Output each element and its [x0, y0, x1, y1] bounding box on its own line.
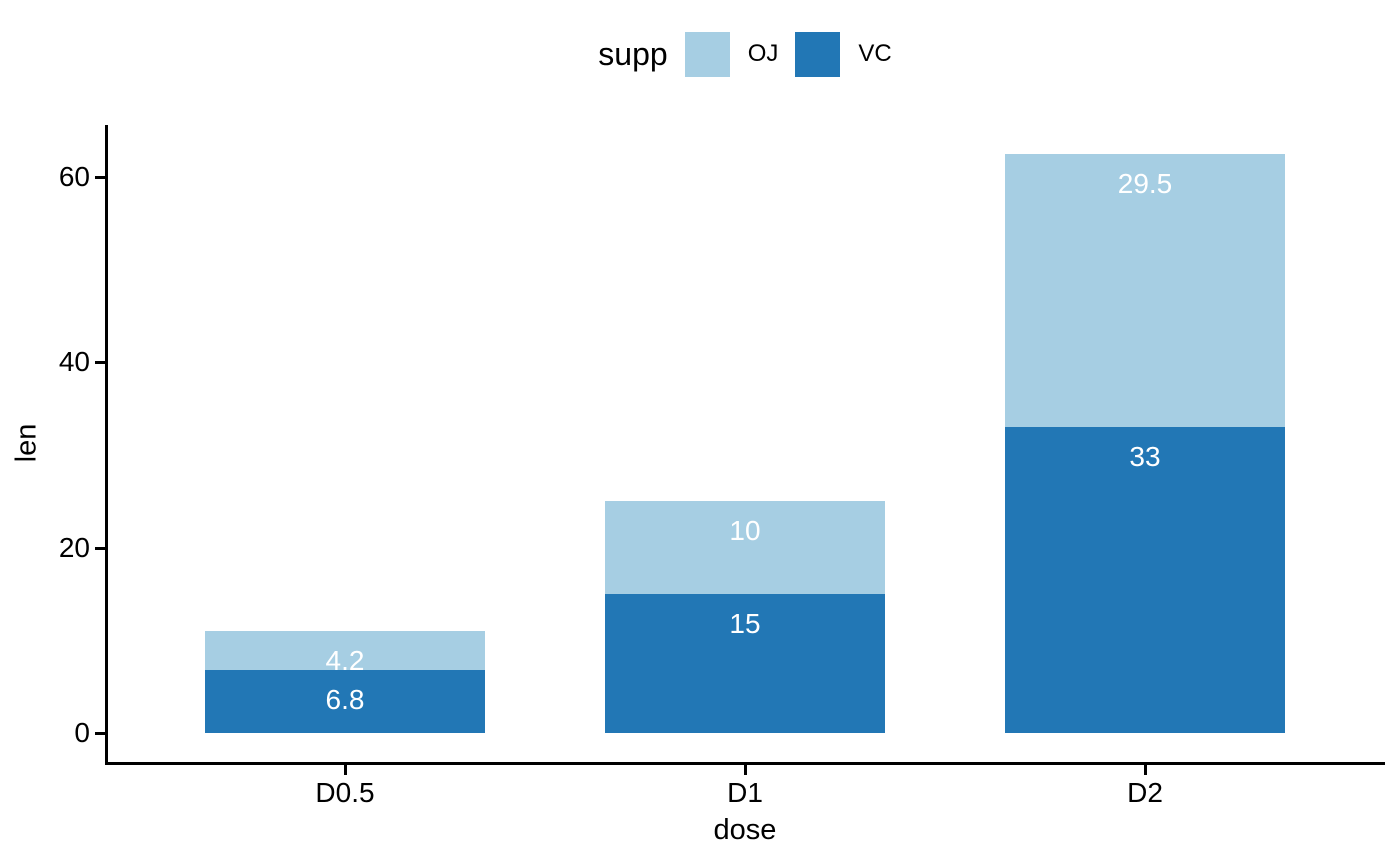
legend-swatch-oj-icon — [684, 31, 730, 77]
y-axis-title: len — [10, 423, 43, 463]
legend-title: supp — [598, 36, 668, 72]
chart-legend: supp OJ VC — [105, 30, 1385, 78]
bar-segment-oj-d0.5 — [205, 631, 485, 670]
x-tick-label: D1 — [727, 777, 763, 808]
y-tick-label: 60 — [58, 161, 90, 192]
y-tick-label: 0 — [74, 717, 90, 748]
y-tick-label: 20 — [58, 532, 90, 563]
x-tick — [344, 765, 347, 775]
legend-label-oj: OJ — [747, 40, 779, 67]
x-axis-title: dose — [713, 814, 777, 846]
bar-segment-oj-d2 — [1005, 154, 1285, 427]
y-tick — [95, 547, 105, 550]
x-axis-line — [105, 762, 1385, 765]
y-tick — [95, 732, 105, 735]
x-tick — [744, 765, 747, 775]
bar-segment-vc-d1 — [605, 594, 885, 733]
y-tick-label: 40 — [58, 346, 90, 377]
y-tick — [95, 176, 105, 179]
y-axis-line — [105, 125, 108, 765]
bar-segment-vc-d0.5 — [205, 670, 485, 733]
x-tick — [1144, 765, 1147, 775]
bar-segment-oj-d1 — [605, 501, 885, 594]
bar-segment-vc-d2 — [1005, 427, 1285, 733]
legend-item-oj: OJ — [684, 31, 779, 77]
legend-swatch-vc-icon — [795, 31, 841, 77]
y-tick — [95, 361, 105, 364]
x-tick-label: D2 — [1127, 777, 1163, 808]
x-tick-label: D0.5 — [315, 777, 375, 808]
legend-item-vc: VC — [795, 31, 892, 77]
legend-label-vc: VC — [858, 40, 892, 67]
